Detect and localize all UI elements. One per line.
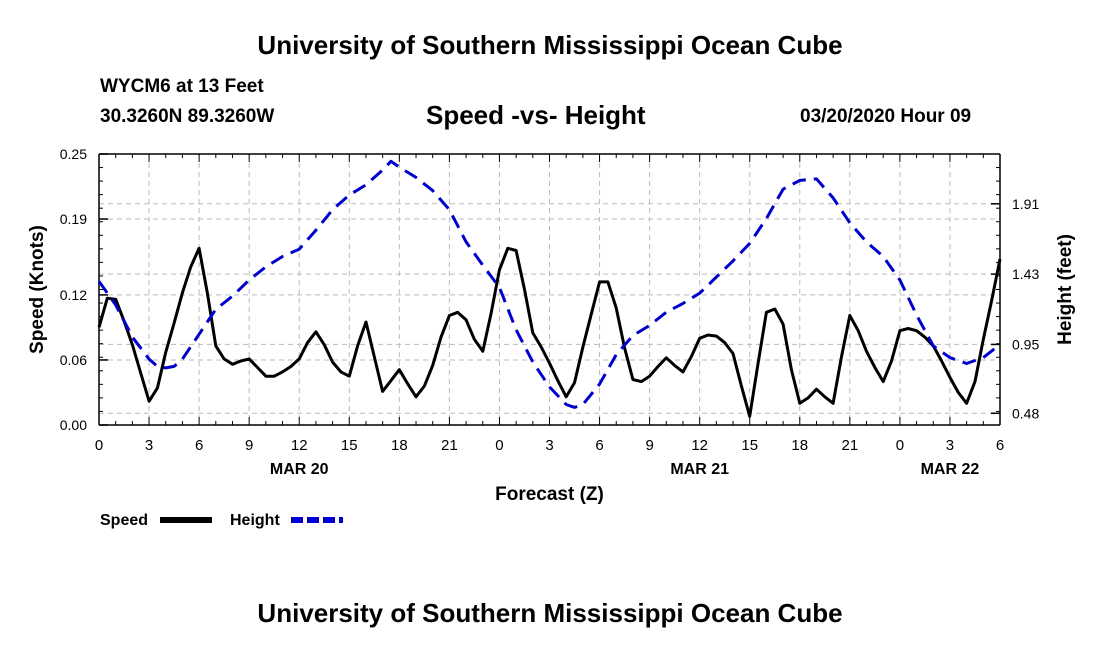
legend-label-speed: Speed [100,512,148,529]
y2-tick-label: 1.43 [1012,266,1039,282]
y-tick-label: 0.00 [60,417,87,433]
x-tick-label: 12 [291,437,308,454]
x-tick-label: 0 [95,437,103,454]
x-tick-label: 9 [645,437,653,454]
run-time: 03/20/2020 Hour 09 [800,106,972,127]
x-tick-label: 6 [996,437,1004,454]
header-title: University of Southern Mississippi Ocean… [257,30,843,60]
station-name: WYCM6 at 13 Feet [100,76,264,97]
x-tick-label: 9 [245,437,253,454]
speed-series-line [97,246,1002,418]
y-tick-label: 0.06 [60,352,87,368]
station-coords: 30.3260N 89.3260W [100,106,275,127]
grid-lines [99,154,1000,425]
date-label: MAR 21 [670,461,729,478]
x-tick-label: 6 [195,437,203,454]
y2-axis-title: Height (feet) [1055,234,1076,345]
x-tick-label: 3 [946,437,954,454]
x-tick-label: 15 [341,437,358,454]
x-tick-label: 0 [495,437,503,454]
x-tick-label: 3 [545,437,553,454]
chart-title: Speed -vs- Height [426,100,646,130]
y-tick-label: 0.12 [60,287,87,303]
y2-tick-label: 1.91 [1012,196,1039,212]
x-tick-label: 18 [791,437,808,454]
x-tick-label: 21 [441,437,458,454]
y-axis-title: Speed (Knots) [27,225,48,354]
chart-labels: 0 3 6 9 12 15 18 21 0 3 6 9 12 15 18 21 0 3 6 MAR 20 MAR 21 M… [27,146,1076,529]
y-tick-label: 0.19 [60,211,87,227]
x-tick-label: 3 [145,437,153,454]
y2-tick-label: 0.95 [1012,336,1039,352]
legend-label-height: Height [230,512,280,529]
y-tick-label: 0.25 [60,146,87,162]
chart-axes [98,153,1001,426]
x-tick-label: 18 [391,437,408,454]
date-label: MAR 20 [270,461,329,478]
footer-title: University of Southern Mississippi Ocean… [257,598,843,628]
height-series-line [97,159,1001,409]
x-tick-label: 15 [741,437,758,454]
x-tick-label: 12 [691,437,708,454]
x-tick-label: 21 [841,437,858,454]
y2-tick-label: 0.48 [1012,405,1039,421]
x-axis-title: Forecast (Z) [495,484,604,505]
x-tick-label: 6 [595,437,603,454]
chart-series [97,159,1002,418]
date-label: MAR 22 [921,461,980,478]
x-tick-label: 0 [896,437,904,454]
